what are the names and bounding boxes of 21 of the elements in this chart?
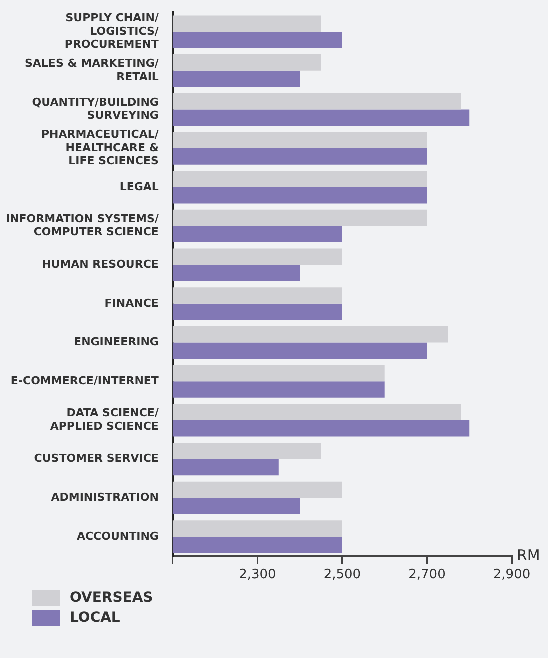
y-tick-label: SALES & MARKETING/ RETAIL xyxy=(24,57,160,84)
legend-label: OVERSEAS xyxy=(70,590,154,606)
y-tick-label: FINANCE xyxy=(104,296,159,310)
y-tick-label: PHARMACEUTICAL/ HEALTHCARE & LIFE SCIENCES xyxy=(41,128,160,168)
y-tick-label: ADMINISTRATION xyxy=(51,490,159,504)
y-tick-label: CUSTOMER SERVICE xyxy=(34,452,159,466)
y-tick-label: LEGAL xyxy=(120,180,159,194)
x-tick-label: 2,500 xyxy=(324,568,362,583)
y-tick-label: INFORMATION SYSTEMS/ COMPUTER SCIENCE xyxy=(6,212,160,239)
y-tick-label: DATA SCIENCE/ APPLIED SCIENCE xyxy=(50,406,160,433)
y-tick-label: QUANTITY/BUILDING SURVEYING xyxy=(32,96,159,122)
x-axis-title: RM xyxy=(517,546,540,564)
y-tick-label: ACCOUNTING xyxy=(76,530,159,543)
y-tick-label: E-COMMERCE/INTERNET xyxy=(10,374,160,388)
x-tick-label: 2,300 xyxy=(239,568,276,583)
x-tick-label: 2,700 xyxy=(408,568,446,583)
y-tick-label: SUPPLY CHAIN/ LOGISTICS/ PROCUREMENT xyxy=(64,12,160,52)
y-tick-label: ENGINEERING xyxy=(74,336,159,349)
y-tick-label: HUMAN RESOURCE xyxy=(42,258,159,271)
legend-label: LOCAL xyxy=(70,610,120,626)
x-tick-label: 2,900 xyxy=(493,568,531,583)
